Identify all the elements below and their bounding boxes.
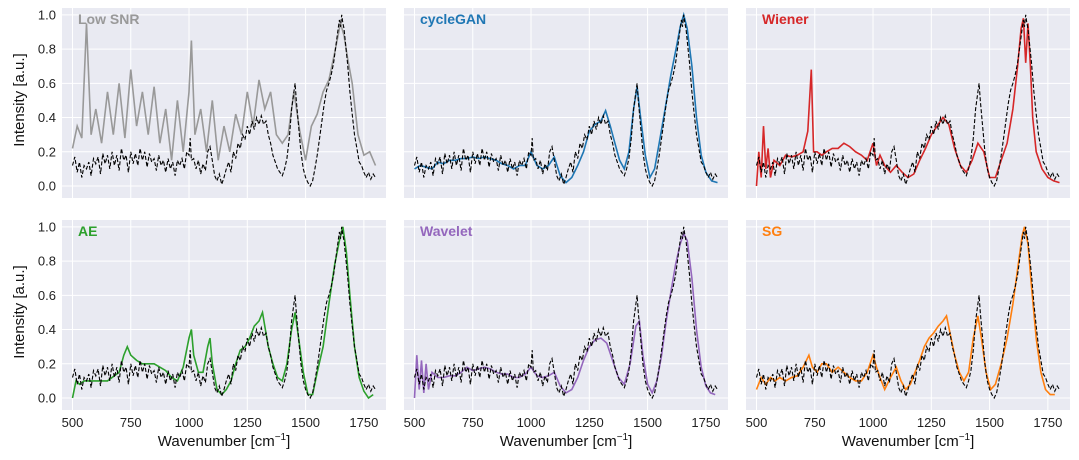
y-axis-label-top: Intensity [a.u.] xyxy=(11,53,28,146)
denoised-series-line xyxy=(755,226,1055,396)
plot-area xyxy=(746,220,1070,410)
plot-area xyxy=(62,220,386,410)
panel-title: Low SNR xyxy=(78,11,139,27)
x-tick-label: 500 xyxy=(62,415,84,430)
plot-area xyxy=(404,220,728,410)
y-tick-label: 0.4 xyxy=(38,110,56,125)
x-axis-label: Wavenumber [cm−1] xyxy=(842,432,975,450)
y-tick-label: 0.0 xyxy=(38,391,56,406)
x-tick-label: 1500 xyxy=(975,415,1004,430)
plot-area xyxy=(62,8,386,198)
x-tick-label: 750 xyxy=(462,415,484,430)
reference-series-line xyxy=(413,226,718,400)
x-tick-label: 1750 xyxy=(1033,415,1062,430)
reference-series-line xyxy=(71,14,376,188)
plot-area xyxy=(746,8,1070,198)
panel-wiener: Wiener xyxy=(746,8,1070,198)
panel-low-snr: Low SNR 0.0 0.2 0.4 0.6 0.8 1.0 xyxy=(38,7,386,198)
x-axis-label: Wavenumber [cm−1] xyxy=(158,432,291,450)
y-tick-label: 1.0 xyxy=(38,7,56,22)
y-tick-label: 0.8 xyxy=(38,254,56,269)
reference-series-line xyxy=(755,226,1060,400)
x-tick-label: 1000 xyxy=(175,415,204,430)
panel-title: Wiener xyxy=(762,11,809,27)
y-axis-label-bottom: Intensity [a.u.] xyxy=(11,265,28,358)
panel-title: cycleGAN xyxy=(420,11,486,27)
panel-ae: AE 0.0 0.2 0.4 0.6 0.8 1.0 500 750 1000 1250 1500 17… xyxy=(38,219,386,430)
x-tick-label: 1250 xyxy=(917,415,946,430)
y-tick-label: 0.2 xyxy=(38,144,56,159)
x-axis-label: Wavenumber [cm−1] xyxy=(500,432,633,450)
x-tick-label: 1000 xyxy=(517,415,546,430)
denoised-series-line xyxy=(414,11,718,184)
x-tick-label: 1500 xyxy=(291,415,320,430)
x-tick-label: 1250 xyxy=(233,415,262,430)
panel-sg: SG 500 750 1000 1250 1500 1750 xyxy=(746,220,1070,430)
denoised-series-line xyxy=(71,23,377,166)
x-tick-label: 500 xyxy=(404,415,426,430)
y-tick-label: 0.6 xyxy=(38,288,56,303)
panel-cyclegan: cycleGAN xyxy=(404,8,728,198)
x-tick-label: 1500 xyxy=(633,415,662,430)
denoised-series-line xyxy=(71,226,374,400)
y-tick-label: 1.0 xyxy=(38,219,56,234)
x-tick-label: 750 xyxy=(120,415,142,430)
plot-area xyxy=(404,8,728,198)
y-tick-label: 0.8 xyxy=(38,42,56,57)
x-tick-label: 1750 xyxy=(349,415,378,430)
reference-series-line xyxy=(413,14,718,188)
y-tick-label: 0.0 xyxy=(38,179,56,194)
reference-series-line xyxy=(755,14,1060,188)
x-tick-label: 750 xyxy=(804,415,826,430)
y-tick-label: 0.2 xyxy=(38,356,56,371)
reference-series-line xyxy=(71,226,376,400)
subplot-grid: Low SNR 0.0 0.2 0.4 0.6 0.8 1.0 cycleGAN Wiener A… xyxy=(38,7,1070,430)
panel-title: SG xyxy=(762,223,782,239)
panel-wavelet: Wavelet 500 750 1000 1250 1500 1750 xyxy=(404,220,728,430)
x-tick-label: 1000 xyxy=(859,415,888,430)
x-tick-label: 500 xyxy=(746,415,768,430)
y-tick-label: 0.4 xyxy=(38,322,56,337)
panel-title: Wavelet xyxy=(420,223,473,239)
x-tick-label: 1250 xyxy=(575,415,604,430)
denoised-series-line xyxy=(413,231,716,399)
x-axis-labels: Wavenumber [cm−1] Wavenumber [cm−1] Wavenu… xyxy=(158,432,975,450)
x-tick-label: 1750 xyxy=(691,415,720,430)
panel-title: AE xyxy=(78,223,97,239)
y-tick-label: 0.6 xyxy=(38,76,56,91)
